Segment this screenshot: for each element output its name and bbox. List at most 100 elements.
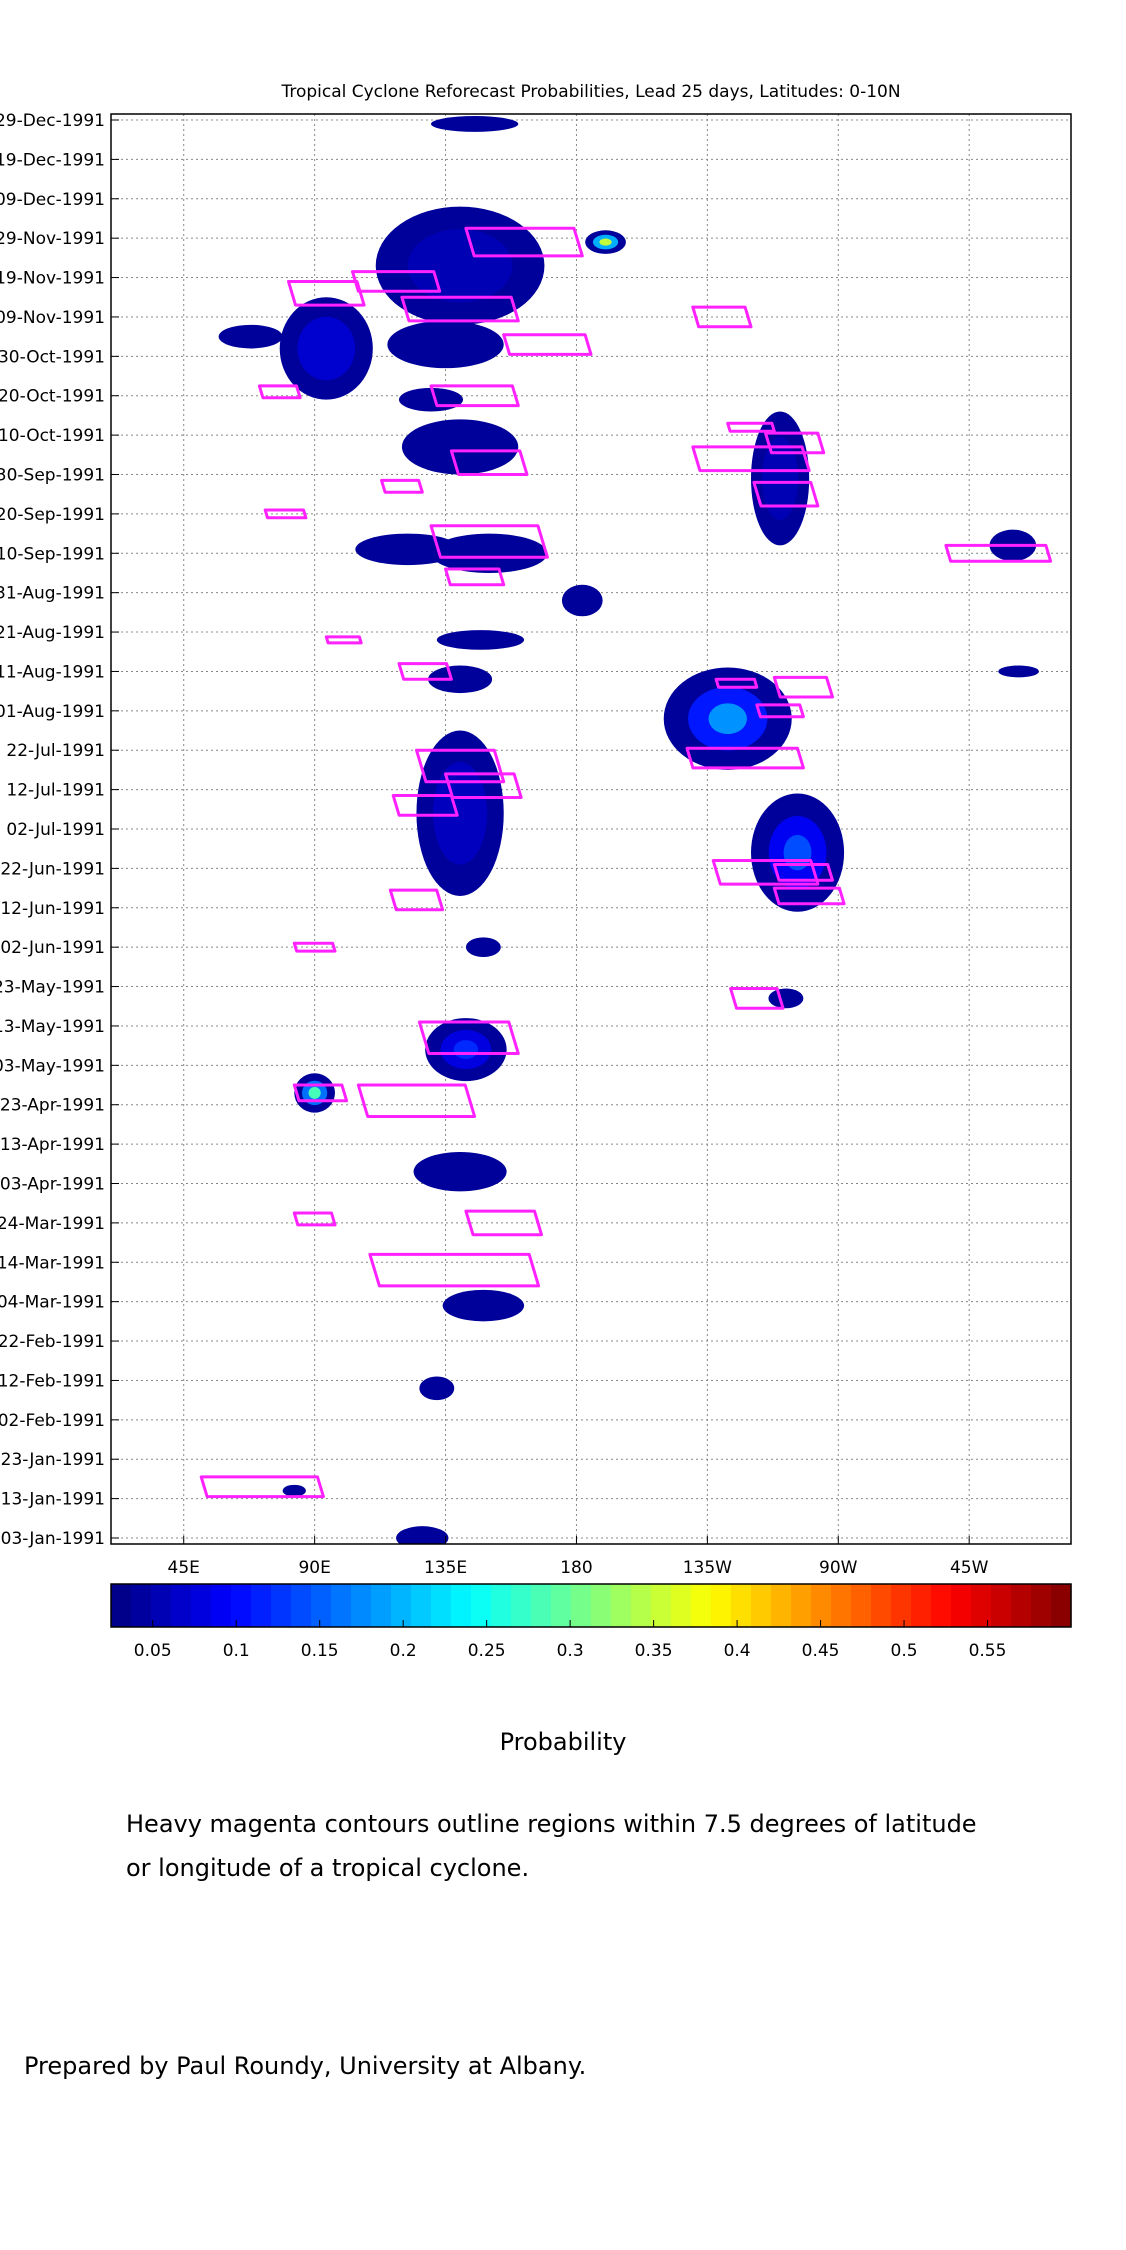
cyclone-contour xyxy=(292,941,337,953)
colorbar-segment xyxy=(351,1584,372,1627)
probability-region xyxy=(585,230,626,254)
cyclone-contour xyxy=(444,567,506,587)
probability-region xyxy=(431,533,548,573)
probability-region xyxy=(387,320,504,369)
x-tick-label: 45E xyxy=(168,1558,200,1578)
cyclone-contour xyxy=(711,859,820,886)
probability-region xyxy=(663,667,792,770)
region-core xyxy=(708,703,747,735)
colorbar-segment xyxy=(371,1584,392,1627)
colorbar-segment xyxy=(711,1584,732,1627)
y-tick-label: 12-Jul-1991 xyxy=(6,781,105,801)
probability-region xyxy=(998,665,1039,678)
y-tick-label: 30-Sep-1991 xyxy=(0,466,105,486)
cyclone-contour xyxy=(685,746,805,770)
y-axis-ticks: 03-Jan-1991 13-Jan-1991 23-Jan-1991 02-Feb-… xyxy=(0,111,119,1549)
y-tick-label: 09-Dec-1991 xyxy=(0,190,105,210)
region-core xyxy=(308,1086,321,1099)
region-outer xyxy=(282,1484,306,1497)
cyclone-contour xyxy=(388,888,445,912)
probability-region xyxy=(396,1526,449,1544)
y-tick-label: 04-Mar-1991 xyxy=(0,1293,105,1313)
y-tick-label: 22-Jul-1991 xyxy=(6,741,105,761)
x-tick-label: 180 xyxy=(560,1558,592,1578)
y-tick-label: 13-Apr-1991 xyxy=(0,1135,105,1155)
cyclone-contour xyxy=(429,384,520,408)
region-core xyxy=(453,1040,479,1060)
cyclone-contour xyxy=(257,384,302,400)
probability-region xyxy=(416,730,504,896)
y-tick-label: 02-Feb-1991 xyxy=(0,1411,105,1431)
colorbar-tick-label: 0.2 xyxy=(390,1641,417,1661)
y-tick-label: 10-Oct-1991 xyxy=(0,426,105,446)
colorbar-segment xyxy=(311,1584,332,1627)
region-mid xyxy=(433,761,488,865)
colorbar-tick-label: 0.5 xyxy=(891,1641,918,1661)
cyclone-contour xyxy=(714,677,759,689)
colorbar-segment xyxy=(231,1584,252,1627)
y-tick-label: 31-Aug-1991 xyxy=(0,584,105,604)
x-tick-label: 90W xyxy=(819,1558,858,1578)
region-outer xyxy=(428,665,493,694)
probability-region xyxy=(413,1151,507,1192)
cyclone-contour xyxy=(263,508,308,520)
region-outer xyxy=(399,387,463,412)
region-outer xyxy=(465,937,501,958)
y-tick-label: 13-May-1991 xyxy=(0,1017,105,1037)
colorbar-segment xyxy=(331,1584,352,1627)
probability-region xyxy=(751,793,845,912)
y-tick-label: 13-Jan-1991 xyxy=(1,1490,105,1510)
colorbar-segment xyxy=(871,1584,892,1627)
region-outer xyxy=(387,320,504,369)
cyclone-contour xyxy=(755,703,805,719)
y-tick-label: 23-Apr-1991 xyxy=(0,1096,105,1116)
x-axis-ticks: 45E 90E 135E 180 135W 90W 45W xyxy=(168,1536,989,1578)
cyclone-contour xyxy=(356,1083,477,1118)
y-tick-label: 03-May-1991 xyxy=(0,1056,105,1076)
probability-region xyxy=(399,387,463,412)
y-tick-label: 24-Mar-1991 xyxy=(0,1214,105,1234)
colorbar-segment xyxy=(571,1584,592,1627)
grid-lines xyxy=(111,114,1071,1544)
cyclone-contour xyxy=(464,226,584,258)
y-tick-label: 29-Dec-1991 xyxy=(0,111,105,131)
y-tick-label: 10-Sep-1991 xyxy=(0,544,105,564)
cyclone-contour xyxy=(400,295,520,323)
cyclone-contour xyxy=(391,794,459,817)
region-outer xyxy=(998,665,1039,678)
y-tick-label: 03-Jan-1991 xyxy=(1,1529,105,1549)
colorbar-segment xyxy=(731,1584,752,1627)
y-tick-label: 02-Jul-1991 xyxy=(6,820,105,840)
region-outer xyxy=(768,988,804,1009)
y-tick-label: 14-Mar-1991 xyxy=(0,1253,105,1273)
probability-region xyxy=(442,1289,525,1322)
chart-title: Tropical Cyclone Reforecast Probabilitie… xyxy=(280,82,900,102)
y-tick-label: 12-Feb-1991 xyxy=(0,1371,105,1391)
region-outer xyxy=(401,419,519,475)
contour-note: Heavy magenta contours outline regions w… xyxy=(126,1802,1026,1890)
cyclone-contour xyxy=(417,1020,520,1055)
y-tick-label: 19-Nov-1991 xyxy=(0,269,105,289)
colorbar-segment xyxy=(931,1584,952,1627)
region-mid xyxy=(407,229,513,303)
colorbar-segment xyxy=(971,1584,992,1627)
colorbar-segment xyxy=(511,1584,532,1627)
colorbar-segment xyxy=(891,1584,912,1627)
colorbar-tick-label: 0.55 xyxy=(969,1641,1007,1661)
probability-region xyxy=(294,1073,335,1113)
probability-region xyxy=(282,1484,306,1497)
colorbar-segment xyxy=(551,1584,572,1627)
region-outer xyxy=(561,584,603,617)
colorbar xyxy=(111,1584,1072,1627)
colorbar-ticks: 0.05 0.1 0.15 0.2 0.25 0.3 0.35 0.4 0.45 0.5 0.55 xyxy=(134,1620,1007,1661)
colorbar-segment xyxy=(791,1584,812,1627)
colorbar-segment xyxy=(591,1584,612,1627)
contour-note-line-1: Heavy magenta contours outline regions w… xyxy=(126,1810,977,1838)
colorbar-tick-label: 0.45 xyxy=(802,1641,840,1661)
colorbar-tick-label: 0.35 xyxy=(635,1641,673,1661)
region-mid xyxy=(297,316,356,381)
y-tick-label: 30-Oct-1991 xyxy=(0,347,105,367)
colorbar-segment xyxy=(471,1584,492,1627)
y-tick-label: 29-Nov-1991 xyxy=(0,229,105,249)
cyclone-contour xyxy=(429,524,549,559)
